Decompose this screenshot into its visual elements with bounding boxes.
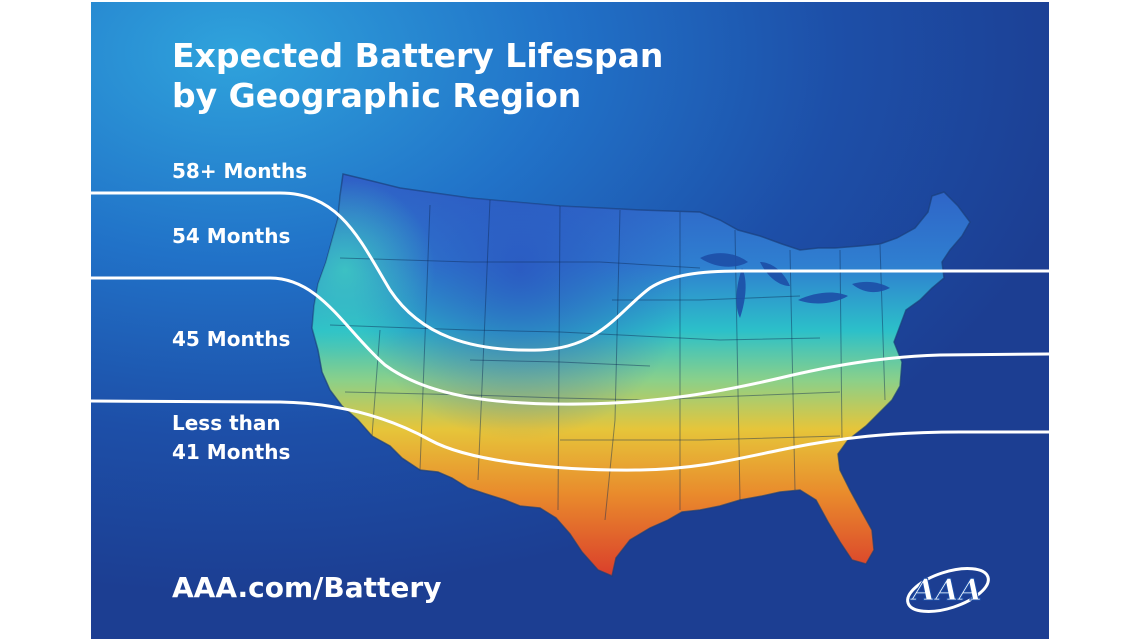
band-label-41-months: Less than 41 Months — [172, 409, 290, 467]
band-label-45-months: 45 Months — [172, 327, 291, 351]
band-label-41-line-2: 41 Months — [172, 440, 291, 464]
usa-map — [311, 173, 971, 578]
map-panel: AAA — [91, 2, 1049, 639]
aaa-logo: AAA — [906, 567, 990, 613]
us-map-illustration: AAA — [91, 173, 1049, 613]
page-title: Expected Battery Lifespan by Geographic … — [172, 36, 663, 116]
great-lakes — [700, 253, 890, 318]
title-line-2: by Geographic Region — [172, 76, 582, 115]
band-label-58-months: 58+ Months — [172, 159, 308, 183]
title-line-1: Expected Battery Lifespan — [172, 36, 664, 75]
band-line-58-54 — [91, 191, 1049, 352]
aaa-logo-text: AAA — [909, 573, 982, 608]
band-label-41-line-1: Less than — [172, 411, 281, 435]
aaa-logo-swoosh — [906, 567, 990, 613]
band-label-54-months: 54 Months — [172, 224, 291, 248]
band-lines — [91, 191, 1049, 472]
band-line-54-45 — [91, 276, 1049, 406]
website-link[interactable]: AAA.com/Battery — [172, 571, 442, 604]
band-line-45-41 — [91, 399, 1049, 472]
